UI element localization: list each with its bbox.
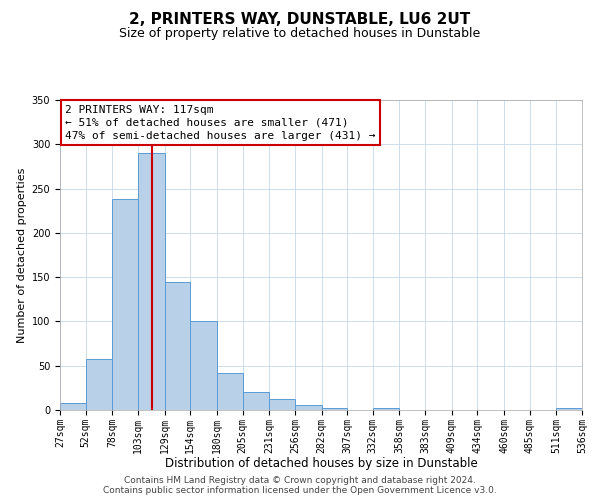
Bar: [190, 322, 217, 410]
Text: Size of property relative to detached houses in Dunstable: Size of property relative to detached ho…: [119, 28, 481, 40]
Text: 2 PRINTERS WAY: 117sqm
← 51% of detached houses are smaller (471)
47% of semi-de: 2 PRINTERS WAY: 117sqm ← 51% of detached…: [65, 104, 376, 141]
X-axis label: Distribution of detached houses by size in Dunstable: Distribution of detached houses by size …: [164, 457, 478, 470]
Bar: [217, 373, 242, 410]
Bar: [164, 282, 190, 410]
Text: 2, PRINTERS WAY, DUNSTABLE, LU6 2UT: 2, PRINTERS WAY, DUNSTABLE, LU6 2UT: [130, 12, 470, 28]
Bar: [269, 400, 295, 410]
Bar: [138, 153, 164, 410]
Bar: [322, 408, 347, 410]
Bar: [295, 404, 322, 410]
Y-axis label: Number of detached properties: Number of detached properties: [17, 168, 28, 342]
Bar: [556, 408, 582, 410]
Bar: [112, 199, 138, 410]
Text: Contains HM Land Registry data © Crown copyright and database right 2024.: Contains HM Land Registry data © Crown c…: [124, 476, 476, 485]
Text: Contains public sector information licensed under the Open Government Licence v3: Contains public sector information licen…: [103, 486, 497, 495]
Bar: [60, 403, 86, 410]
Bar: [373, 408, 400, 410]
Bar: [242, 392, 269, 410]
Bar: [86, 358, 112, 410]
